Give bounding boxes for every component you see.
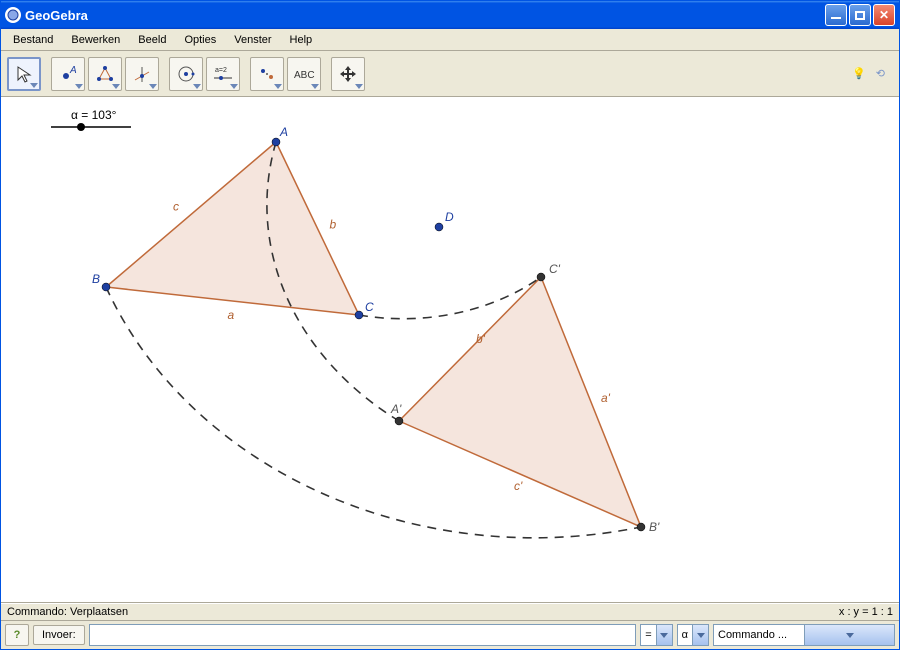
toolbar: A a=2 ABC [1,51,899,97]
window-title: GeoGebra [25,8,825,23]
tool-move[interactable] [7,57,41,91]
svg-text:a: a [228,308,235,322]
svg-text:a': a' [601,391,611,405]
tool-move-view[interactable] [331,57,365,91]
svg-text:b': b' [476,332,486,346]
svg-text:A: A [69,65,77,76]
tool-group-4: ABC [250,57,321,91]
svg-text:c: c [173,200,179,214]
svg-text:α = 103°: α = 103° [71,108,117,122]
title-bar: GeoGebra ✕ [1,1,899,29]
svg-text:B': B' [649,520,660,534]
svg-text:C': C' [549,262,561,276]
svg-text:B: B [92,272,100,286]
svg-text:C: C [365,300,374,314]
input-bar: ? Invoer: = α Commando ... [1,621,899,649]
menu-help[interactable]: Help [282,32,321,48]
status-left: Commando: Verplaatsen [7,606,128,618]
tool-point[interactable]: A [51,57,85,91]
menu-bar: Bestand Bewerken Beeld Opties Venster He… [1,29,899,51]
tool-group-1 [7,57,41,91]
svg-text:a=2: a=2 [215,67,227,74]
svg-text:A': A' [390,402,402,416]
undo-icon[interactable]: ⟲ [876,67,885,80]
combo-equals[interactable]: = [640,624,672,646]
svg-text:D: D [445,210,454,224]
tool-slider[interactable]: a=2 [206,57,240,91]
svg-text:b: b [330,218,337,232]
inputbar-label: Invoer: [33,625,85,645]
tool-reflect[interactable] [250,57,284,91]
toolbar-right: 💡 ⟲ [369,67,893,80]
tool-group-2: A [51,57,159,91]
tool-text[interactable]: ABC [287,57,321,91]
svg-text:A: A [279,125,288,139]
close-button[interactable]: ✕ [873,4,895,26]
tool-group-3: a=2 [169,57,240,91]
minimize-button[interactable] [825,4,847,26]
command-input[interactable] [89,624,637,646]
menu-venster[interactable]: Venster [226,32,279,48]
app-icon [5,7,21,23]
menu-bestand[interactable]: Bestand [5,32,61,48]
tool-group-5 [331,57,365,91]
combo-commando[interactable]: Commando ... [713,624,895,646]
menu-opties[interactable]: Opties [176,32,224,48]
tool-polygon[interactable] [88,57,122,91]
status-bar: Commando: Verplaatsen x : y = 1 : 1 [1,603,899,621]
svg-text:c': c' [514,479,523,493]
status-right: x : y = 1 : 1 [839,606,893,618]
tool-circle[interactable] [169,57,203,91]
tool-perpendicular[interactable] [125,57,159,91]
construction-canvas[interactable]: α = 103° A B C D A' B' C' a b c a' b' c' [1,97,899,603]
maximize-button[interactable] [849,4,871,26]
window-controls: ✕ [825,4,895,26]
inputbar-help-button[interactable]: ? [5,624,29,646]
combo-symbol[interactable]: α [677,624,709,646]
svg-text:ABC: ABC [294,70,315,81]
hint-icon[interactable]: 💡 [852,67,866,80]
menu-bewerken[interactable]: Bewerken [63,32,128,48]
menu-beeld[interactable]: Beeld [130,32,174,48]
